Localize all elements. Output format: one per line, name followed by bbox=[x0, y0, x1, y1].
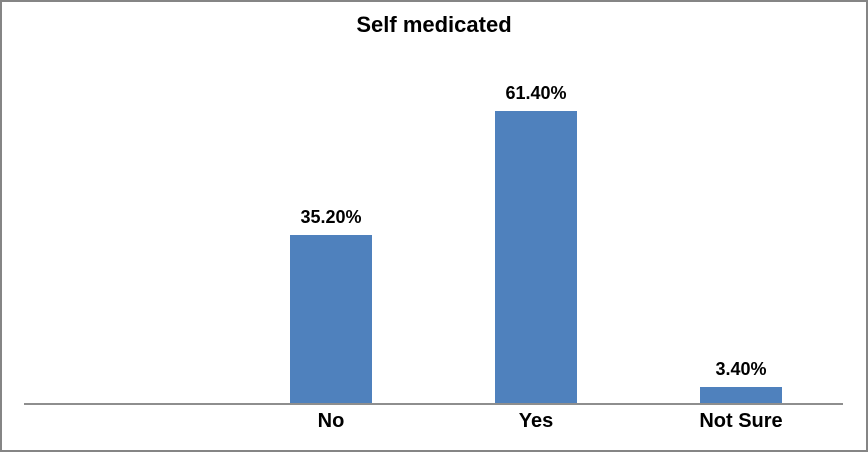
bar-not-sure bbox=[700, 387, 782, 403]
bar-group-not-sure: 3.40% bbox=[700, 359, 782, 403]
category-label-not-sure: Not Sure bbox=[699, 410, 783, 432]
bar-value-label-yes: 61.40% bbox=[505, 83, 567, 104]
bar-value-label-no: 35.20% bbox=[300, 207, 362, 228]
category-label-no: No bbox=[317, 410, 345, 432]
chart-title: Self medicated bbox=[356, 12, 512, 37]
bar-group-no: 35.20% bbox=[290, 207, 372, 403]
bar-group-yes: 61.40% bbox=[495, 83, 577, 403]
category-label-yes: Yes bbox=[518, 410, 554, 432]
bar-yes bbox=[495, 111, 577, 403]
x-axis-line bbox=[24, 403, 843, 405]
bar-no bbox=[290, 235, 372, 403]
bar-value-label-not-sure: 3.40% bbox=[715, 359, 767, 380]
